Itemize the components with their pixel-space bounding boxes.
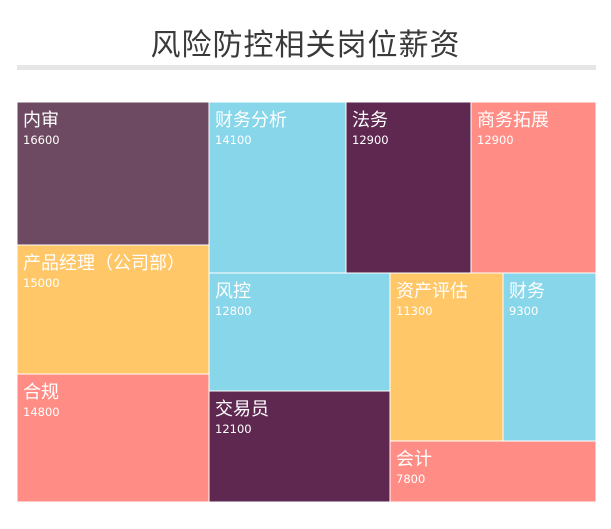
treemap-tile[interactable]: 内审 16600 <box>16 101 210 246</box>
tile-value: 16600 <box>23 133 60 147</box>
tile-rect[interactable] <box>208 272 391 392</box>
tile-value: 12900 <box>477 133 514 147</box>
treemap-tile[interactable]: 商务拓展 12900 <box>470 101 597 274</box>
tile-label: 风控 <box>215 281 251 302</box>
tile-label: 会计 <box>396 449 432 470</box>
treemap-tile[interactable]: 财务 9300 <box>502 272 597 442</box>
treemap-tile[interactable]: 合规 14800 <box>16 373 210 503</box>
tile-label: 产品经理（公司部） <box>23 253 185 274</box>
tile-label: 商务拓展 <box>477 110 549 131</box>
treemap-tile[interactable]: 风控 12800 <box>208 272 391 392</box>
treemap-tile[interactable]: 产品经理（公司部） 15000 <box>16 244 210 375</box>
tile-rect[interactable] <box>208 101 347 274</box>
treemap-tile[interactable]: 资产评估 11300 <box>389 272 504 442</box>
tile-rect[interactable] <box>470 101 597 274</box>
tile-value: 7800 <box>396 472 425 486</box>
tile-value: 12100 <box>215 422 252 436</box>
tile-rect[interactable] <box>16 373 210 503</box>
tile-label: 财务 <box>509 281 545 302</box>
tile-label: 内审 <box>23 110 59 131</box>
treemap-tile[interactable]: 交易员 12100 <box>208 390 391 503</box>
tile-label: 资产评估 <box>396 281 468 302</box>
tile-rect[interactable] <box>502 272 597 442</box>
chart-title: 风险防控相关岗位薪资 <box>150 28 461 63</box>
tile-rect[interactable] <box>16 101 210 246</box>
tile-rect[interactable] <box>389 272 504 442</box>
treemap-tile[interactable]: 法务 12900 <box>345 101 472 274</box>
tile-label: 法务 <box>352 110 388 131</box>
tile-value: 15000 <box>23 276 60 290</box>
tile-value: 14100 <box>215 133 252 147</box>
tile-rect[interactable] <box>389 440 597 503</box>
tile-rect[interactable] <box>208 390 391 503</box>
treemap-tile[interactable]: 财务分析 14100 <box>208 101 347 274</box>
tile-rect[interactable] <box>345 101 472 274</box>
tile-label: 合规 <box>23 382 59 403</box>
tile-value: 12900 <box>352 133 389 147</box>
treemap-tile[interactable]: 会计 7800 <box>389 440 597 503</box>
title-divider <box>17 65 596 70</box>
tile-value: 12800 <box>215 304 252 318</box>
tile-value: 14800 <box>23 405 60 419</box>
tile-label: 交易员 <box>215 399 269 420</box>
tile-value: 11300 <box>396 304 433 318</box>
tile-label: 财务分析 <box>215 110 287 131</box>
tile-value: 9300 <box>509 304 538 318</box>
